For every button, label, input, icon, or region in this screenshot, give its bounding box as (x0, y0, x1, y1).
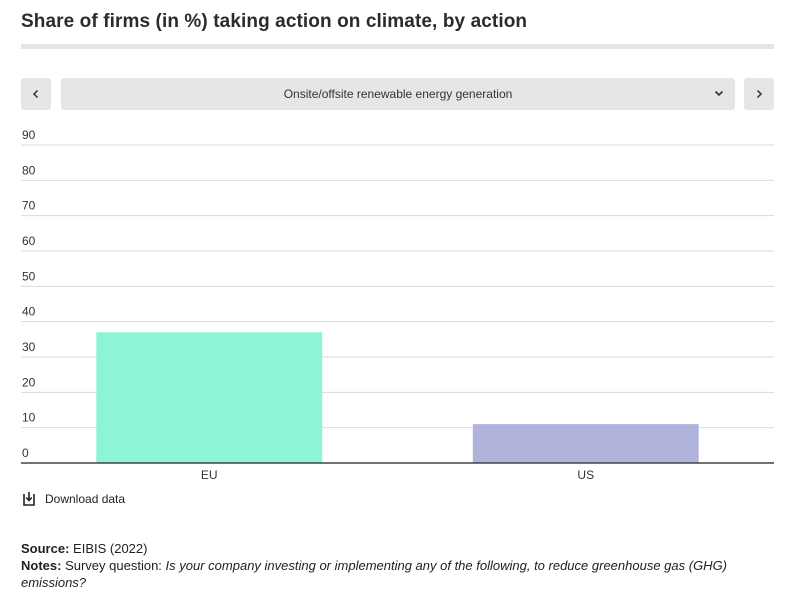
y-tick-label: 50 (22, 269, 36, 283)
download-data-button[interactable]: Download data (21, 491, 125, 507)
bar-eu (96, 332, 323, 463)
chevron-down-icon (714, 90, 724, 97)
chevron-left-icon (32, 89, 39, 99)
download-data-label: Download data (45, 492, 126, 506)
y-tick-label: 70 (22, 199, 36, 213)
x-tick-label: US (577, 468, 594, 482)
source-label: Source: (21, 541, 70, 556)
source-line: Source: EIBIS (2022) (21, 540, 781, 557)
notes-question: Is your company investing or implementin… (21, 558, 728, 590)
previous-button[interactable] (21, 78, 51, 110)
y-tick-label: 30 (22, 340, 36, 354)
bar-us (472, 424, 699, 463)
chart-footer: Source: EIBIS (2022) Notes: Survey quest… (21, 540, 781, 591)
notes-prefix: Survey question: (65, 558, 162, 573)
y-tick-label: 0 (22, 446, 29, 460)
y-tick-label: 20 (22, 375, 36, 389)
next-button[interactable] (744, 78, 774, 110)
action-selector[interactable]: Onsite/offsite renewable energy generati… (61, 78, 735, 110)
y-tick-label: 40 (22, 305, 36, 319)
y-tick-label: 60 (22, 234, 36, 248)
action-selector-value: Onsite/offsite renewable energy generati… (283, 87, 513, 101)
chevron-right-icon (756, 89, 763, 99)
download-icon (23, 492, 35, 506)
chart-title: Share of firms (in %) taking action on c… (21, 11, 528, 32)
x-tick-label: EU (201, 468, 218, 482)
notes-label: Notes: (21, 558, 62, 573)
title-divider (21, 44, 774, 49)
notes-line: Notes: Survey question: Is your company … (21, 557, 781, 591)
y-tick-label: 90 (22, 128, 36, 142)
source-text: EIBIS (2022) (73, 541, 148, 556)
bar-chart: 0 10 20 30 40 50 60 70 80 90 EU US (21, 128, 774, 482)
y-tick-label: 10 (22, 411, 36, 425)
y-tick-label: 80 (22, 163, 36, 177)
